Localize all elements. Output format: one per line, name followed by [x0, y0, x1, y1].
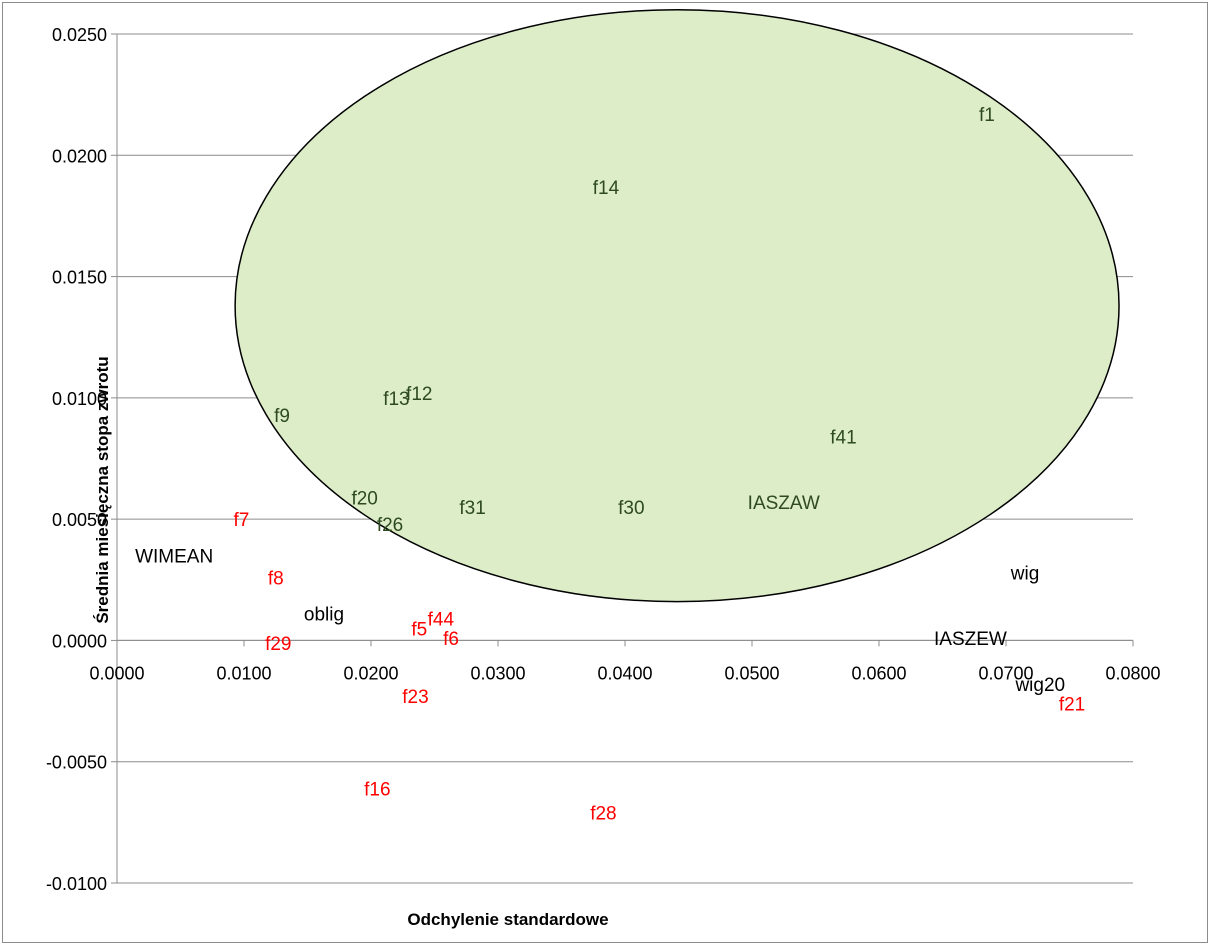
point-label-f13: f13	[383, 389, 409, 410]
point-label-f5: f5	[411, 619, 427, 640]
point-label-iaszew: IASZEW	[934, 629, 1007, 650]
point-label-f12: f12	[406, 384, 432, 405]
x-tick-label: 0.0400	[597, 663, 652, 683]
y-axis-title: Średnia miesięczna stopa zwrotu	[93, 356, 112, 623]
x-tick-label: 0.0600	[851, 663, 906, 683]
point-label-f44: f44	[428, 610, 455, 631]
point-label-f23: f23	[402, 687, 428, 708]
y-tick-label: 0.0250	[52, 25, 107, 45]
point-label-f1: f1	[979, 105, 995, 126]
y-tick-label: 0.0000	[52, 631, 107, 651]
x-tick-label: 0.0100	[216, 663, 271, 683]
y-tick-label: -0.0050	[46, 753, 107, 773]
x-tick-label: 0.0000	[89, 663, 144, 683]
x-tick-label: 0.0700	[978, 663, 1033, 683]
point-label-iaszaw: IASZAW	[748, 493, 820, 514]
point-label-wig: wig	[1010, 564, 1040, 585]
point-label-f16: f16	[364, 779, 390, 800]
x-tick-label: 0.0500	[724, 663, 779, 683]
point-label-f21: f21	[1059, 694, 1085, 715]
point-label-f14: f14	[593, 178, 620, 199]
point-label-f41: f41	[830, 428, 856, 449]
point-label-f20: f20	[351, 488, 377, 509]
x-axis-title: Odchylenie standardowe	[407, 910, 608, 929]
point-label-f28: f28	[590, 804, 616, 825]
point-label-f29: f29	[265, 634, 291, 655]
highlight-ellipse-group	[234, 8, 1120, 603]
point-label-wig20: wig20	[1014, 675, 1065, 696]
point-label-f8: f8	[268, 568, 284, 589]
highlight-ellipse	[234, 8, 1120, 603]
axes	[111, 33, 1134, 884]
y-tick-label: 0.0100	[52, 389, 107, 409]
point-label-f7: f7	[234, 510, 250, 531]
point-label-f26: f26	[377, 515, 403, 536]
point-label-f6: f6	[443, 629, 459, 650]
y-axis-tick-labels: 0.0250 0.0200 0.0150 0.0100 0.0050 0.0000 -0.0…	[46, 25, 107, 894]
x-tick-label: 0.0300	[470, 663, 525, 683]
point-label-f30: f30	[618, 498, 644, 519]
point-label-f31: f31	[459, 498, 485, 519]
x-tick-label: 0.0800	[1105, 663, 1160, 683]
x-axis-tick-labels: 0.0000 0.0100 0.0200 0.0300 0.0400 0.0500 0.06…	[89, 663, 1160, 683]
point-label-oblig: oblig	[304, 605, 344, 626]
x-tick-label: 0.0200	[343, 663, 398, 683]
y-tick-label: -0.0100	[46, 874, 107, 894]
point-label-f9: f9	[274, 406, 290, 427]
y-tick-label: 0.0150	[52, 268, 107, 288]
y-tick-label: 0.0200	[52, 146, 107, 166]
point-label-wimean: WIMEAN	[135, 547, 213, 568]
y-tick-label: 0.0050	[52, 510, 107, 530]
